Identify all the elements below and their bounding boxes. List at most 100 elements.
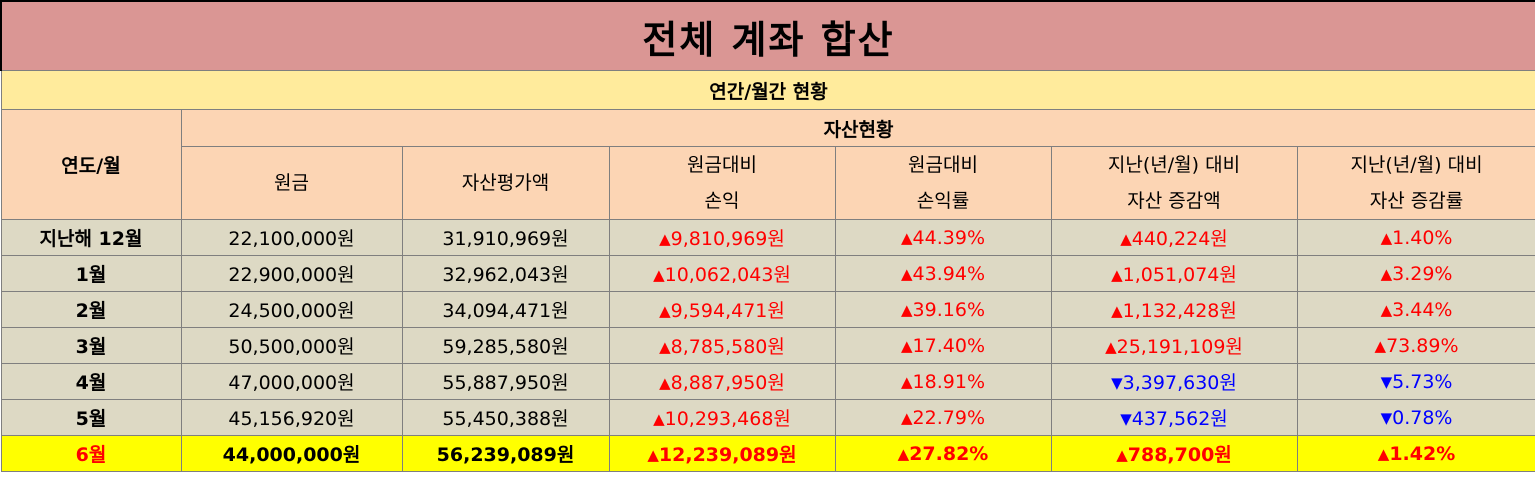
header-line: 자산 증감액: [1127, 190, 1221, 212]
value: 43.94%: [912, 262, 985, 285]
triangle-up-icon: ▲: [647, 446, 659, 464]
header-pnl: 원금대비 손익: [608, 146, 836, 220]
valuation-cell: 31,910,969원: [401, 219, 610, 256]
asset-change-cell: ▼3,397,630원: [1050, 363, 1298, 400]
triangle-down-icon: ▼: [1120, 410, 1132, 428]
pnl-rate-cell: ▲18.91%: [834, 363, 1052, 400]
asset-change-rate-cell: ▲1.42%: [1296, 435, 1535, 472]
value: 3,397,630원: [1122, 372, 1237, 394]
pnl-rate-cell: ▲43.94%: [834, 255, 1052, 292]
valuation-cell: 34,094,471원: [401, 291, 610, 328]
pnl-cell: ▲10,293,468원: [608, 399, 836, 436]
triangle-up-icon: ▲: [653, 266, 665, 284]
header-valuation: 자산평가액: [401, 146, 610, 220]
pnl-cell: ▲9,810,969원: [608, 219, 836, 256]
pnl-cell: ▲8,887,950원: [608, 363, 836, 400]
triangle-up-icon: ▲: [659, 374, 671, 392]
value: 1,051,074원: [1122, 264, 1237, 286]
triangle-up-icon: ▲: [659, 230, 671, 248]
table-row: 3월 50,500,000원 59,285,580원 ▲8,785,580원 ▲17.4…: [0, 327, 1535, 364]
triangle-up-icon: ▲: [901, 228, 913, 247]
header-line: 지난(년/월) 대비: [1350, 154, 1483, 176]
row-label: 5월: [0, 399, 182, 436]
triangle-up-icon: ▲: [901, 336, 913, 355]
value: 440,224원: [1131, 228, 1228, 250]
triangle-up-icon: ▲: [1380, 264, 1393, 283]
value: 25,191,109원: [1116, 336, 1243, 358]
principal-cell: 47,000,000원: [180, 363, 403, 400]
value: 18.91%: [912, 370, 985, 393]
principal-cell: 44,000,000원: [180, 435, 403, 472]
pnl-cell: ▲8,785,580원: [608, 327, 836, 364]
header-line: 지난(년/월) 대비: [1107, 154, 1241, 176]
row-label: 2월: [0, 291, 182, 328]
triangle-up-icon: ▲: [1116, 446, 1128, 464]
principal-cell: 24,500,000원: [180, 291, 403, 328]
header-line: 원금대비: [908, 154, 978, 176]
row-label: 3월: [0, 327, 182, 364]
valuation-cell: 55,887,950원: [401, 363, 610, 400]
asset-change-cell: ▲1,132,428원: [1050, 291, 1298, 328]
header-line: 자산 증감률: [1369, 190, 1464, 212]
triangle-up-icon: ▲: [1120, 230, 1132, 248]
pnl-cell: ▲12,239,089원: [608, 435, 836, 472]
triangle-up-icon: ▲: [901, 408, 913, 427]
value: 9,810,969원: [670, 228, 785, 250]
asset-change-rate-cell: ▲1.40%: [1296, 219, 1535, 256]
value: 9,594,471원: [670, 300, 785, 322]
asset-change-rate-cell: ▲3.44%: [1296, 291, 1535, 328]
value: 10,062,043원: [664, 264, 791, 286]
valuation-cell: 56,239,089원: [401, 435, 610, 472]
value: 8,887,950원: [670, 372, 785, 394]
valuation-cell: 32,962,043원: [401, 255, 610, 292]
pnl-rate-cell: ▲27.82%: [834, 435, 1052, 472]
pnl-cell: ▲9,594,471원: [608, 291, 836, 328]
triangle-up-icon: ▲: [1377, 444, 1390, 463]
value: 27.82%: [909, 442, 989, 465]
triangle-up-icon: ▲: [659, 302, 671, 320]
table-row: 1월 22,900,000원 32,962,043원 ▲10,062,043원 ▲43.…: [0, 255, 1535, 292]
pnl-rate-cell: ▲44.39%: [834, 219, 1052, 256]
triangle-up-icon: ▲: [901, 264, 913, 283]
asset-change-cell: ▲788,700원: [1050, 435, 1298, 472]
triangle-up-icon: ▲: [653, 410, 665, 428]
table-row: 2월 24,500,000원 34,094,471원 ▲9,594,471원 ▲39.1…: [0, 291, 1535, 328]
triangle-up-icon: ▲: [1380, 300, 1393, 319]
account-summary-table: 전체 계좌 합산 연간/월간 현황 연도/월 자산현황 원금 자산평가액 원금대비 손…: [0, 0, 1535, 472]
table-row: 6월 44,000,000원 56,239,089원 ▲12,239,089원 ▲27.…: [0, 435, 1535, 472]
pnl-rate-cell: ▲17.40%: [834, 327, 1052, 364]
table-row: 5월 45,156,920원 55,450,388원 ▲10,293,468원 ▲22.…: [0, 399, 1535, 436]
header-asset-status: 자산현황: [180, 109, 1535, 147]
sheet-title: 전체 계좌 합산: [0, 0, 1535, 71]
header-year-month: 연도/월: [0, 109, 182, 220]
principal-cell: 22,100,000원: [180, 219, 403, 256]
header-line: 손익률: [916, 190, 970, 212]
principal-cell: 45,156,920원: [180, 399, 403, 436]
triangle-up-icon: ▲: [897, 444, 910, 463]
value: 44.39%: [912, 226, 985, 249]
principal-cell: 50,500,000원: [180, 327, 403, 364]
triangle-up-icon: ▲: [1374, 336, 1387, 355]
value: 22.79%: [912, 406, 985, 429]
asset-change-cell: ▲1,051,074원: [1050, 255, 1298, 292]
value: 39.16%: [912, 298, 985, 321]
pnl-rate-cell: ▲39.16%: [834, 291, 1052, 328]
header-line: 손익: [704, 190, 740, 212]
value: 8,785,580원: [670, 336, 785, 358]
row-label: 4월: [0, 363, 182, 400]
triangle-up-icon: ▲: [1111, 302, 1123, 320]
triangle-up-icon: ▲: [659, 338, 671, 356]
header-line: 원금: [274, 172, 309, 194]
triangle-up-icon: ▲: [901, 300, 913, 319]
value: 3.29%: [1392, 262, 1453, 285]
value: 5.73%: [1392, 370, 1453, 393]
asset-change-rate-cell: ▼5.73%: [1296, 363, 1535, 400]
value: 788,700원: [1127, 444, 1232, 466]
triangle-down-icon: ▼: [1380, 372, 1393, 391]
valuation-cell: 59,285,580원: [401, 327, 610, 364]
value: 12,239,089원: [658, 444, 797, 466]
value: 0.78%: [1392, 406, 1453, 429]
